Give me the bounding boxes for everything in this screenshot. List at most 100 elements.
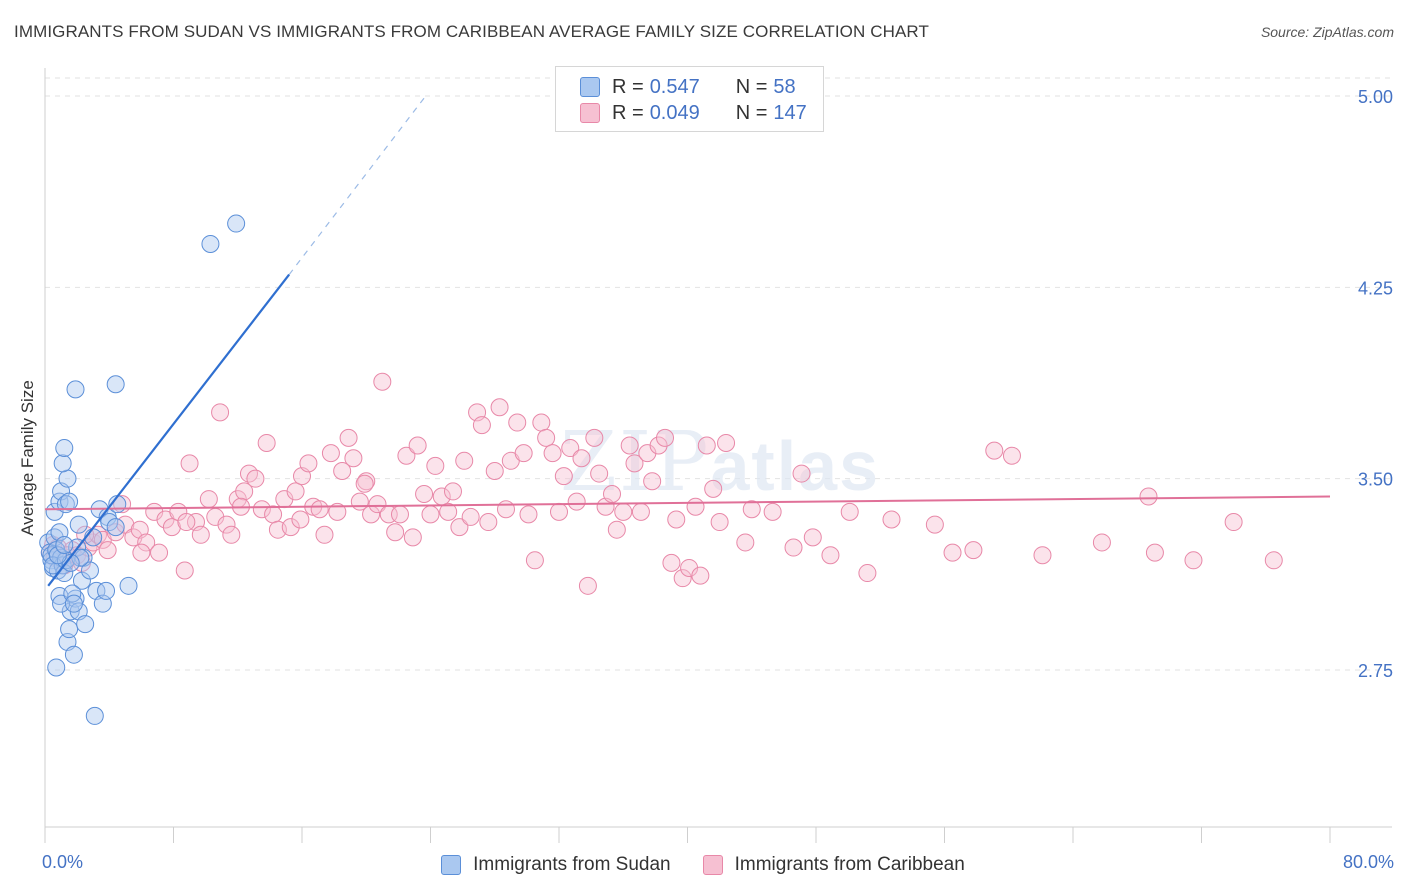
point-sudan: [85, 706, 104, 725]
point-caribbean: [299, 454, 318, 473]
point-caribbean: [943, 543, 962, 562]
point-caribbean: [803, 528, 822, 547]
point-caribbean: [443, 482, 462, 501]
r-value: 0.547: [649, 75, 700, 98]
point-caribbean: [397, 446, 416, 465]
point-caribbean: [175, 561, 194, 580]
point-caribbean: [985, 441, 1004, 460]
y-tick-label: 3.50: [1358, 470, 1393, 490]
point-caribbean: [525, 551, 544, 570]
trend-line-sudan-extension: [288, 95, 427, 275]
point-caribbean: [550, 502, 568, 521]
point-caribbean: [315, 525, 334, 544]
point-caribbean: [792, 464, 811, 483]
watermark: ZIPatlas: [560, 415, 880, 510]
point-caribbean: [310, 500, 329, 519]
legend-item-sudan[interactable]: Immigrants from Sudan: [441, 854, 671, 876]
point-sudan: [84, 528, 103, 547]
point-caribbean: [211, 403, 230, 422]
n-value: 58: [773, 75, 796, 98]
point-caribbean: [585, 428, 604, 447]
point-caribbean: [704, 479, 723, 498]
point-caribbean: [673, 569, 692, 588]
source-label: Source: ZipAtlas.com: [1260, 24, 1394, 40]
point-caribbean: [490, 398, 509, 417]
point-sudan: [119, 576, 138, 595]
point-sudan: [47, 658, 66, 677]
point-caribbean: [1139, 487, 1158, 506]
point-caribbean: [291, 510, 310, 529]
point-sudan: [55, 535, 74, 554]
point-sudan: [76, 615, 95, 634]
point-caribbean: [355, 474, 374, 493]
point-caribbean: [643, 472, 662, 491]
point-caribbean: [281, 518, 300, 537]
point-sudan: [66, 380, 85, 399]
point-caribbean: [590, 464, 609, 483]
point-sudan: [52, 594, 71, 613]
n-label: N =: [735, 101, 768, 124]
n-value: 147: [773, 101, 807, 124]
point-caribbean: [561, 439, 580, 458]
point-caribbean: [386, 523, 405, 542]
n-label: N =: [735, 75, 768, 98]
point-caribbean: [1092, 533, 1111, 552]
point-caribbean: [1145, 543, 1164, 562]
point-caribbean: [408, 436, 427, 455]
point-sudan: [71, 548, 90, 567]
point-caribbean: [578, 576, 597, 595]
legend-label: Immigrants from Sudan: [473, 854, 671, 875]
point-caribbean: [537, 428, 556, 447]
grid-lines: [45, 77, 1392, 671]
point-caribbean: [710, 513, 729, 532]
point-sudan: [201, 234, 220, 253]
point-caribbean: [426, 456, 445, 475]
point-caribbean: [649, 436, 668, 455]
point-sudan: [60, 620, 79, 639]
y-tick-label: 2.75: [1358, 661, 1393, 681]
point-caribbean: [257, 433, 276, 452]
point-caribbean: [667, 510, 686, 529]
point-caribbean: [1002, 446, 1021, 465]
point-caribbean: [1033, 546, 1052, 565]
y-tick-labels: 2.75 3.50 4.25 5.00: [1358, 87, 1393, 681]
point-caribbean: [344, 449, 363, 468]
point-caribbean: [485, 462, 504, 481]
point-sudan: [64, 594, 83, 613]
point-caribbean: [631, 502, 650, 521]
point-caribbean: [532, 413, 551, 432]
point-sudan: [53, 454, 72, 473]
point-caribbean: [508, 413, 527, 432]
sudan-swatch: [441, 855, 462, 875]
stats-row-sudan: R = 0.547 N = 58: [580, 75, 812, 99]
stats-legend: R = 0.547 N = 58 R = 0.049 N = 147: [555, 66, 824, 132]
point-caribbean: [925, 515, 944, 534]
point-caribbean: [461, 507, 480, 526]
legend-item-caribbean[interactable]: Immigrants from Caribbean: [702, 854, 965, 876]
trend-lines: [44, 95, 1331, 587]
point-caribbean: [252, 500, 271, 519]
point-caribbean: [1224, 513, 1243, 532]
point-caribbean: [390, 505, 409, 524]
sudan-swatch: [580, 77, 600, 97]
point-caribbean: [691, 566, 710, 585]
point-caribbean: [368, 495, 387, 514]
point-caribbean: [199, 490, 218, 509]
stats-row-caribbean: R = 0.049 N = 147: [580, 101, 823, 125]
point-caribbean: [373, 372, 392, 391]
point-caribbean: [106, 523, 125, 542]
trend-line-caribbean: [44, 495, 1331, 511]
point-caribbean: [603, 484, 622, 503]
point-caribbean: [455, 451, 474, 470]
point-caribbean: [821, 546, 840, 565]
point-caribbean: [98, 541, 117, 560]
point-caribbean: [479, 513, 498, 532]
point-caribbean: [328, 502, 347, 521]
point-caribbean: [321, 444, 340, 463]
point-sudan: [48, 546, 67, 565]
point-caribbean: [264, 505, 283, 524]
r-value: 0.049: [649, 101, 700, 124]
point-caribbean: [421, 505, 440, 524]
point-caribbean: [217, 515, 236, 534]
